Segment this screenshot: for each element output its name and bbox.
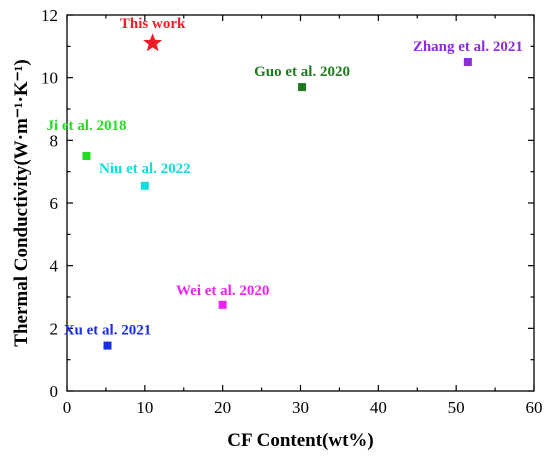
axis-ticks: 0 10 20 30 40 50 60 0 2 4 6 8 10 12 bbox=[41, 6, 543, 417]
y-axis-title: Thermal Conductivity(W·m⁻¹·K⁻¹) bbox=[11, 59, 32, 346]
y-tick-label: 8 bbox=[50, 131, 59, 150]
point-label-zhang-et-al-2021: Zhang et al. 2021 bbox=[413, 39, 523, 55]
data-points: This work Zhang et al. 2021 Guo et al. 202… bbox=[46, 16, 523, 350]
x-tick-label: 20 bbox=[214, 398, 231, 417]
x-tick-label: 60 bbox=[526, 398, 543, 417]
point-ji-et-al-2018 bbox=[82, 152, 91, 160]
point-this-work bbox=[143, 33, 163, 52]
x-tick-label: 0 bbox=[63, 398, 72, 417]
y-tick-label: 4 bbox=[50, 257, 59, 276]
x-tick-label: 10 bbox=[136, 398, 153, 417]
y-tick-label: 0 bbox=[50, 382, 59, 401]
point-label-niu-et-al-2022: Niu et al. 2022 bbox=[99, 161, 191, 177]
x-tick-label: 40 bbox=[370, 398, 387, 417]
y-tick-label: 12 bbox=[41, 6, 58, 25]
point-guo-et-al-2020 bbox=[298, 83, 307, 92]
point-label-this-work: This work bbox=[120, 16, 186, 32]
x-tick-label: 30 bbox=[292, 398, 309, 417]
point-wei-et-al-2020 bbox=[218, 300, 227, 309]
point-label-guo-et-al-2020: Guo et al. 2020 bbox=[254, 64, 350, 80]
point-label-ji-et-al-2018: Ji et al. 2018 bbox=[46, 118, 126, 134]
x-tick-label: 50 bbox=[448, 398, 465, 417]
y-tick-label: 2 bbox=[50, 319, 59, 338]
point-label-wei-et-al-2020: Wei et al. 2020 bbox=[176, 283, 269, 299]
point-niu-et-al-2022 bbox=[140, 181, 149, 190]
point-xu-et-al-2021 bbox=[103, 341, 112, 350]
point-zhang-et-al-2021 bbox=[463, 58, 472, 66]
x-axis-title: CF Content(wt%) bbox=[227, 430, 374, 451]
point-label-xu-et-al-2021: Xu et al. 2021 bbox=[64, 323, 152, 339]
y-tick-label: 10 bbox=[41, 69, 58, 88]
y-tick-label: 6 bbox=[50, 194, 59, 213]
